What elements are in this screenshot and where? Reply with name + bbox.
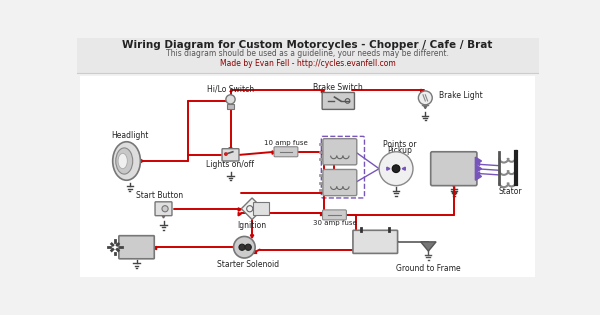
FancyBboxPatch shape bbox=[119, 236, 154, 259]
Text: 10 amp fuse: 10 amp fuse bbox=[264, 140, 308, 146]
Circle shape bbox=[418, 91, 432, 105]
Polygon shape bbox=[475, 173, 482, 180]
Circle shape bbox=[379, 152, 413, 186]
Polygon shape bbox=[241, 198, 263, 220]
Polygon shape bbox=[387, 167, 390, 170]
FancyBboxPatch shape bbox=[227, 104, 235, 109]
Circle shape bbox=[224, 152, 228, 156]
Circle shape bbox=[226, 95, 235, 104]
Polygon shape bbox=[229, 159, 232, 161]
Polygon shape bbox=[421, 242, 436, 251]
Polygon shape bbox=[332, 170, 335, 173]
Polygon shape bbox=[475, 165, 482, 173]
Polygon shape bbox=[233, 246, 236, 249]
Circle shape bbox=[233, 237, 255, 258]
Polygon shape bbox=[229, 106, 232, 109]
Text: Starter: Starter bbox=[122, 243, 151, 252]
Circle shape bbox=[514, 182, 518, 186]
Text: Headlight: Headlight bbox=[112, 131, 149, 140]
Polygon shape bbox=[229, 148, 232, 151]
Polygon shape bbox=[250, 235, 254, 238]
Text: Stator: Stator bbox=[498, 187, 522, 196]
FancyBboxPatch shape bbox=[77, 38, 539, 73]
Polygon shape bbox=[238, 208, 241, 211]
Polygon shape bbox=[477, 167, 479, 170]
Ellipse shape bbox=[113, 142, 140, 180]
Polygon shape bbox=[253, 250, 257, 253]
Polygon shape bbox=[390, 164, 392, 167]
Text: Hi/Lo Switch: Hi/Lo Switch bbox=[207, 84, 254, 93]
Text: SW: SW bbox=[257, 210, 266, 215]
Polygon shape bbox=[400, 164, 402, 167]
Polygon shape bbox=[390, 170, 392, 173]
Polygon shape bbox=[477, 172, 479, 175]
FancyBboxPatch shape bbox=[155, 202, 172, 216]
FancyBboxPatch shape bbox=[353, 230, 398, 253]
FancyBboxPatch shape bbox=[222, 149, 239, 161]
Text: Coil: Coil bbox=[334, 144, 349, 153]
FancyBboxPatch shape bbox=[431, 152, 477, 186]
Polygon shape bbox=[402, 167, 405, 170]
Text: Made by Evan Fell - http://cycles.evanfell.com: Made by Evan Fell - http://cycles.evanfe… bbox=[220, 59, 395, 68]
Polygon shape bbox=[322, 89, 325, 93]
Polygon shape bbox=[477, 163, 479, 166]
Text: 30 amp fuse: 30 amp fuse bbox=[313, 220, 356, 226]
Polygon shape bbox=[426, 244, 431, 248]
FancyBboxPatch shape bbox=[323, 139, 357, 165]
Polygon shape bbox=[355, 231, 358, 234]
Text: Pickup: Pickup bbox=[388, 146, 412, 155]
Polygon shape bbox=[424, 106, 427, 109]
FancyBboxPatch shape bbox=[253, 202, 269, 215]
Polygon shape bbox=[238, 212, 241, 216]
FancyBboxPatch shape bbox=[274, 147, 298, 157]
Circle shape bbox=[162, 206, 168, 212]
Polygon shape bbox=[475, 157, 482, 165]
Polygon shape bbox=[137, 159, 140, 163]
Polygon shape bbox=[322, 151, 325, 154]
Ellipse shape bbox=[118, 153, 127, 169]
Text: +  Battery  -: + Battery - bbox=[352, 237, 399, 246]
Polygon shape bbox=[162, 215, 165, 218]
FancyBboxPatch shape bbox=[80, 76, 535, 277]
Text: IGN: IGN bbox=[256, 204, 266, 209]
Polygon shape bbox=[320, 212, 323, 216]
Text: Starter Solenoid: Starter Solenoid bbox=[217, 260, 279, 269]
Text: This diagram should be used as a guideline, your needs may be different.: This diagram should be used as a guideli… bbox=[166, 49, 449, 59]
Circle shape bbox=[392, 165, 400, 173]
Polygon shape bbox=[242, 253, 246, 256]
Text: Brake Light: Brake Light bbox=[439, 91, 483, 100]
FancyBboxPatch shape bbox=[323, 169, 357, 196]
Polygon shape bbox=[452, 184, 455, 187]
Circle shape bbox=[514, 150, 518, 154]
Text: Rectifier: Rectifier bbox=[436, 164, 472, 173]
Polygon shape bbox=[140, 159, 143, 163]
Text: Start Button: Start Button bbox=[136, 191, 183, 200]
Polygon shape bbox=[421, 89, 424, 93]
Ellipse shape bbox=[116, 148, 133, 174]
Text: Ground to Frame: Ground to Frame bbox=[396, 264, 461, 273]
Circle shape bbox=[245, 244, 251, 250]
Text: Points or: Points or bbox=[383, 140, 416, 149]
Text: Ignition: Ignition bbox=[238, 221, 266, 230]
Polygon shape bbox=[272, 151, 275, 154]
Text: Coil: Coil bbox=[334, 175, 349, 184]
Text: Wiring Diagram for Custom Motorcycles - Chopper / Cafe / Brat: Wiring Diagram for Custom Motorcycles - … bbox=[122, 40, 493, 50]
FancyBboxPatch shape bbox=[322, 93, 355, 109]
Text: Brake Switch: Brake Switch bbox=[313, 83, 363, 92]
Circle shape bbox=[239, 244, 245, 250]
Text: Lights on/off: Lights on/off bbox=[206, 160, 254, 169]
Polygon shape bbox=[154, 246, 157, 250]
FancyBboxPatch shape bbox=[323, 210, 346, 220]
